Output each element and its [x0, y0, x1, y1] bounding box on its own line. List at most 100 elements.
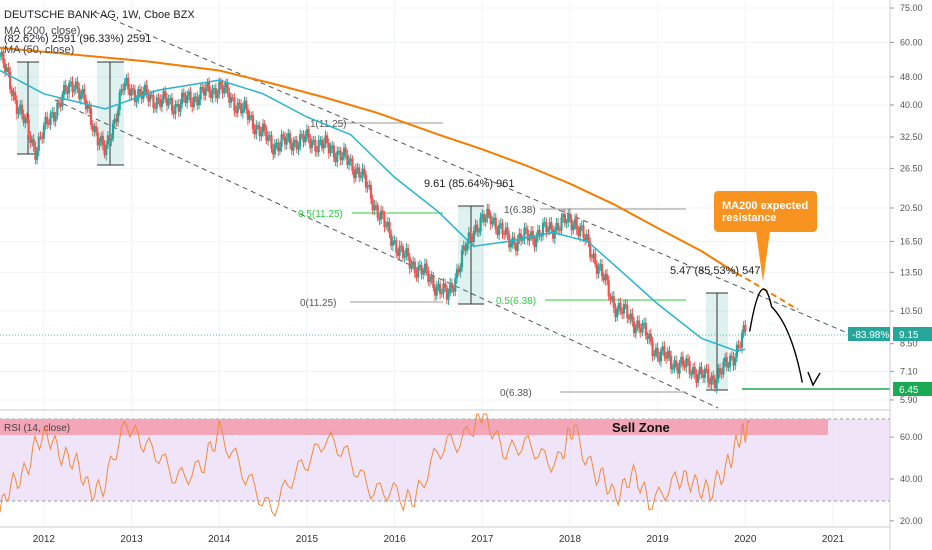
candle-body-422 [710, 375, 713, 385]
candle-body-418 [703, 368, 706, 378]
candle-body-283 [476, 224, 479, 232]
candle-body-347 [584, 237, 587, 241]
candle-body-22 [35, 150, 39, 160]
candle-body-410 [690, 374, 693, 376]
candle-body-374 [629, 313, 632, 320]
candle-body-209 [351, 158, 354, 171]
candle-body-140 [234, 111, 238, 113]
candle-body-62 [103, 145, 106, 156]
candle-body-416 [700, 366, 703, 375]
candle-body-423 [712, 375, 715, 380]
candle-body-181 [304, 136, 307, 143]
candle-body-188 [315, 151, 319, 153]
candle-body-148 [248, 115, 251, 120]
candle-body-33 [54, 116, 57, 122]
candle-body-442 [744, 325, 747, 332]
candle-body-313 [526, 229, 529, 241]
candle-body-45 [74, 81, 77, 90]
candle-body-174 [292, 142, 295, 151]
candle-body-172 [288, 133, 292, 144]
candle-body-69 [115, 118, 118, 123]
ma200-callout: MA200 expected resistance [714, 191, 817, 282]
candle-body-248 [417, 266, 420, 278]
candle-body-186 [312, 140, 315, 142]
candle-body-40 [66, 90, 69, 94]
candle-body-399 [671, 367, 674, 370]
candle-body-5 [7, 67, 10, 72]
candle-body-14 [22, 114, 25, 123]
candle-body-231 [388, 221, 391, 234]
candle-body-229 [385, 226, 388, 228]
candle-body-306 [514, 245, 518, 252]
candle-body-262 [440, 293, 443, 295]
candle-body-343 [577, 229, 580, 237]
candle-body-37 [61, 94, 64, 107]
candle-body-46 [76, 81, 79, 89]
candle-body-292 [491, 220, 494, 225]
candle-body-106 [177, 104, 180, 112]
candle-body-116 [194, 96, 197, 98]
candle-body-184 [309, 138, 312, 149]
candle-body-359 [604, 274, 607, 281]
candle-body-129 [216, 94, 219, 99]
candle-body-120 [201, 87, 204, 90]
candle-body-280 [471, 236, 474, 242]
candle-body-192 [322, 143, 325, 149]
candle-body-237 [398, 245, 401, 256]
candle-body-337 [567, 213, 570, 222]
candle-body-223 [374, 205, 378, 207]
candle-body-137 [229, 97, 233, 103]
candle-body-367 [617, 302, 620, 310]
candle-body-232 [390, 233, 393, 246]
candle-body-344 [578, 227, 582, 237]
candle-body-179 [300, 134, 303, 136]
candle-body-213 [358, 167, 361, 178]
candle-body-206 [346, 153, 349, 165]
candle-body-214 [359, 176, 362, 178]
candle-body-250 [420, 264, 423, 275]
candle-body-6 [9, 71, 12, 90]
candle-body-356 [599, 264, 602, 267]
candle-body-434 [730, 355, 733, 358]
candle-body-100 [167, 98, 170, 106]
candle-body-264 [444, 283, 447, 288]
candle-body-141 [236, 102, 239, 113]
candle-body-167 [280, 134, 283, 147]
candle-body-360 [605, 274, 609, 281]
candle-body-419 [705, 368, 708, 370]
ma200-line [0, 46, 738, 275]
candle-body-387 [651, 341, 654, 357]
candle-body-86 [143, 84, 147, 92]
candle-body-52 [86, 105, 89, 110]
candle-body-191 [320, 139, 324, 149]
candle-body-363 [611, 296, 614, 300]
candle-body-297 [499, 223, 502, 225]
candle-body-38 [62, 84, 66, 95]
candle-body-235 [395, 240, 398, 253]
candle-body-152 [255, 124, 258, 135]
candle-body-83 [138, 89, 142, 92]
candle-body-242 [406, 248, 410, 257]
candle-body-170 [285, 138, 288, 145]
candle-body-189 [317, 140, 320, 153]
candle-body-31 [51, 112, 54, 114]
candle-body-16 [25, 117, 29, 120]
candle-body-303 [509, 243, 513, 248]
candle-body-379 [637, 320, 641, 329]
candle-body-252 [423, 263, 427, 273]
candle-body-76 [127, 77, 130, 90]
last-price-badge [893, 327, 932, 341]
candle-body-321 [540, 235, 543, 237]
candle-body-255 [428, 279, 432, 282]
candle-body-91 [152, 95, 155, 108]
candle-body-396 [666, 350, 669, 359]
candle-body-412 [693, 366, 696, 374]
candle-body-339 [570, 219, 573, 231]
candle-body-429 [722, 361, 725, 375]
candle-body-293 [492, 217, 496, 221]
price-tick-32.50: 32.50 [900, 132, 923, 142]
candle-body-236 [396, 252, 400, 256]
candle-body-29 [47, 123, 51, 125]
candle-body-134 [224, 82, 228, 88]
candle-body-150 [251, 115, 255, 130]
